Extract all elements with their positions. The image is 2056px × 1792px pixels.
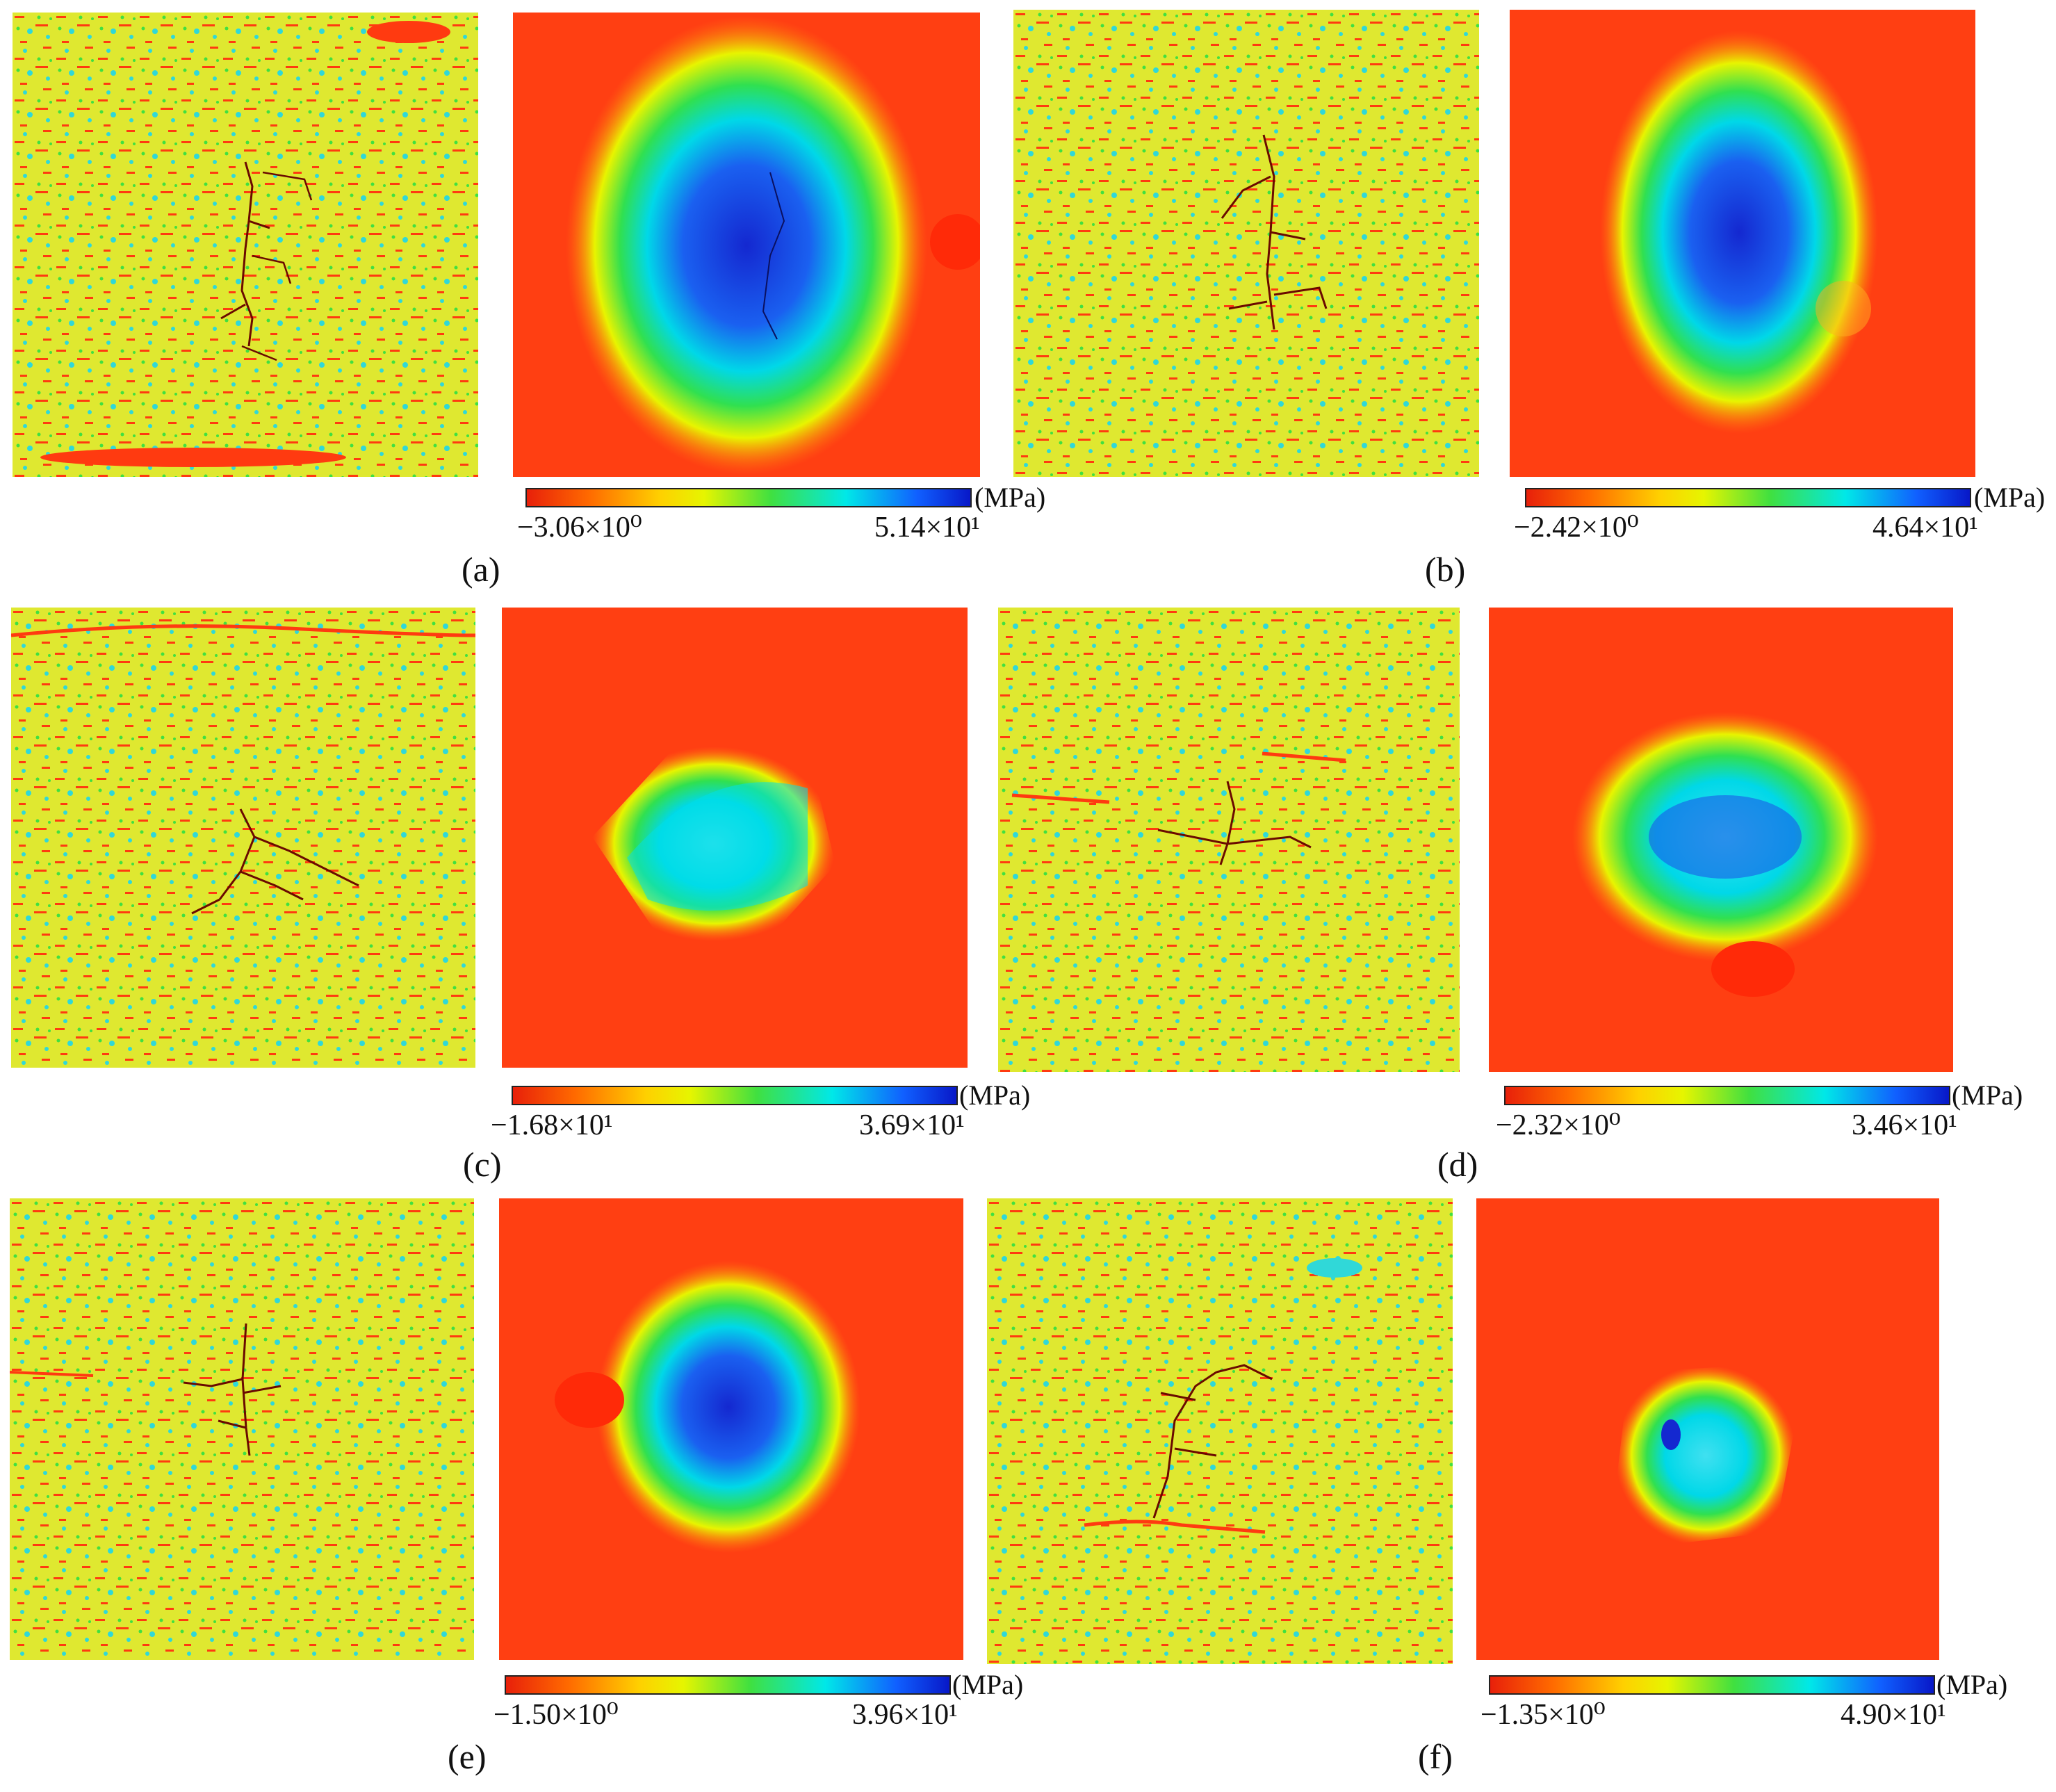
colorbar-min-d: −2.32×10⁰ [1496, 1109, 1621, 1141]
colorbar-min-c: −1.68×10¹ [491, 1109, 613, 1141]
colorbar-d [1504, 1086, 1950, 1105]
mesostructure-map-f [987, 1198, 1453, 1664]
colorbar-b [1525, 488, 1971, 507]
mesostructure-map-a [13, 13, 478, 477]
unit-label-c: (MPa) [959, 1080, 1031, 1111]
colorbar-max-b: 4.64×10¹ [1873, 512, 1978, 544]
panel-label-e: (e) [448, 1737, 487, 1776]
panel-label-b: (b) [1425, 550, 1466, 589]
colorbar-f [1489, 1675, 1935, 1695]
stress-map-a [513, 13, 980, 477]
colorbar-min-e: −1.50×10⁰ [493, 1699, 619, 1731]
unit-label-b: (MPa) [1974, 482, 2046, 513]
colorbar-min-a: −3.06×10⁰ [517, 512, 642, 544]
panel-label-d: (d) [1437, 1145, 1478, 1184]
mesostructure-map-e [10, 1198, 474, 1660]
unit-label-a: (MPa) [974, 482, 1046, 513]
colorbar-max-c: 3.69×10¹ [859, 1109, 965, 1141]
colorbar-max-a: 5.14×10¹ [874, 512, 980, 544]
panel-label-a: (a) [462, 550, 500, 589]
stress-map-d [1489, 608, 1953, 1072]
colorbar-e [505, 1675, 951, 1695]
mesostructure-map-c [11, 608, 475, 1068]
unit-label-e: (MPa) [952, 1669, 1024, 1700]
unit-label-d: (MPa) [1952, 1080, 2023, 1111]
stress-map-b [1510, 10, 1975, 477]
mesostructure-map-b [1013, 10, 1479, 477]
colorbar-max-d: 3.46×10¹ [1852, 1109, 1957, 1141]
colorbar-min-f: −1.35×10⁰ [1480, 1699, 1606, 1731]
panel-label-c: (c) [463, 1145, 502, 1184]
stress-map-c [502, 608, 968, 1068]
colorbar-a [525, 488, 972, 507]
colorbar-max-f: 4.90×10¹ [1841, 1699, 1946, 1731]
panel-label-f: (f) [1418, 1737, 1453, 1776]
colorbar-c [512, 1086, 958, 1105]
colorbar-min-b: −2.42×10⁰ [1514, 512, 1639, 544]
unit-label-f: (MPa) [1936, 1669, 2008, 1700]
stress-map-e [499, 1198, 963, 1660]
mesostructure-map-d [998, 608, 1460, 1072]
stress-map-f [1476, 1198, 1939, 1660]
colorbar-max-e: 3.96×10¹ [852, 1699, 958, 1731]
